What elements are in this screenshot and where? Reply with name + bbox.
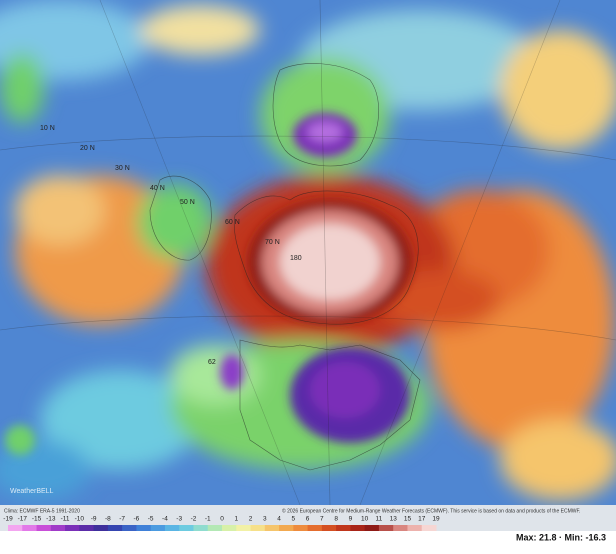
colorbar-segment xyxy=(207,525,223,531)
colorbar-segment xyxy=(136,525,152,531)
colorbar-label: -13 xyxy=(46,516,56,523)
colorbar-label: 4 xyxy=(277,516,281,523)
copyright: © 2026 European Centre for Medium-Range … xyxy=(282,507,580,514)
colorbar-label: 1 xyxy=(234,516,238,523)
colorbar-label: -2 xyxy=(191,516,197,523)
colorbar-segment xyxy=(222,525,237,531)
map: 10 N 20 N 30 N 40 N 50 N 60 N 70 N 180 6… xyxy=(0,0,616,505)
colorbar-label: 9 xyxy=(349,516,353,523)
colorbar-segment xyxy=(393,525,408,531)
colorbar-segment xyxy=(150,525,166,531)
colorbar-segment xyxy=(179,525,194,531)
colorbar-label: -10 xyxy=(75,516,85,523)
colorbar-label: -5 xyxy=(148,516,154,523)
colorbar-segment xyxy=(164,525,180,531)
colorbar-label: 6 xyxy=(306,516,310,523)
colorbar-label: -8 xyxy=(105,516,111,523)
colorbar-segment xyxy=(107,525,123,531)
colorbar-label: -6 xyxy=(134,516,140,523)
colorbar-segment xyxy=(193,525,209,531)
colorbar-label: -3 xyxy=(176,516,182,523)
colorbar-segment xyxy=(65,525,80,531)
colorbar-segment xyxy=(378,525,394,531)
colorbar-segment xyxy=(93,525,109,531)
map-label: 50 N xyxy=(180,199,195,206)
colorbar-segment xyxy=(321,525,337,531)
colorbar-segment xyxy=(8,525,23,531)
max-min: Max: 21.8 · Min: -16.3 xyxy=(516,532,606,542)
map-label: 10 N xyxy=(40,125,55,132)
map-label: 62 xyxy=(208,359,216,366)
colorbar-segment xyxy=(336,525,351,531)
colorbar-segment xyxy=(407,525,423,531)
colorbar-label: -4 xyxy=(162,516,168,523)
colorbar-label: 11 xyxy=(376,516,383,523)
colorbar-segment xyxy=(293,525,309,531)
colorbar-segment xyxy=(50,525,66,531)
colorbar-segment xyxy=(421,525,437,531)
colorbar-segment xyxy=(350,525,366,531)
source: Clima: ECMWF ERA-5 1991-2020 xyxy=(4,508,80,514)
colorbar-segment xyxy=(36,525,52,531)
map-label: 60 N xyxy=(225,219,240,226)
colorbar-label: 0 xyxy=(220,516,224,523)
colorbar-label: -19 xyxy=(3,516,13,523)
watermark: WeatherBELL xyxy=(10,488,54,495)
colorbar-segment xyxy=(79,525,95,531)
map-label: 40 N xyxy=(150,185,165,192)
colorbar-label: 15 xyxy=(404,516,412,523)
colorbar-label: 7 xyxy=(320,516,324,523)
colorbar-label: 19 xyxy=(432,516,440,523)
colorbar-label: -9 xyxy=(91,516,97,523)
colorbar-label: 8 xyxy=(334,516,338,523)
colorbar-label: 10 xyxy=(361,516,369,523)
map-label: 20 N xyxy=(80,145,95,152)
colorbar-segment xyxy=(22,525,38,531)
colorbar-segment xyxy=(307,525,323,531)
map-label: 30 N xyxy=(115,165,130,172)
colorbar-segment xyxy=(250,525,266,531)
colorbar-segment xyxy=(264,525,280,531)
colorbar-label: -15 xyxy=(32,516,42,523)
colorbar-label: -11 xyxy=(61,516,70,523)
colorbar-label: 5 xyxy=(292,516,296,523)
colorbar-segment xyxy=(279,525,294,531)
colorbar-label: -17 xyxy=(18,516,28,523)
colorbar: -19 -17 -15 -13 -11 -10 -9 -8 -7 -6 -5 -4 -3 -2 -1 0 1 2 3… xyxy=(3,516,440,531)
colorbar-label: 13 xyxy=(390,516,398,523)
colorbar-label: 3 xyxy=(263,516,267,523)
colorbar-label: 17 xyxy=(418,516,426,523)
colorbar-segment xyxy=(364,525,380,531)
colorbar-segment xyxy=(236,525,252,531)
map-label: 70 N xyxy=(265,239,280,246)
colorbar-label: 2 xyxy=(249,516,253,523)
map-label: 180 xyxy=(290,255,302,262)
colorbar-label: -1 xyxy=(205,516,211,523)
colorbar-segment xyxy=(122,525,137,531)
colorbar-label: -7 xyxy=(119,516,125,523)
